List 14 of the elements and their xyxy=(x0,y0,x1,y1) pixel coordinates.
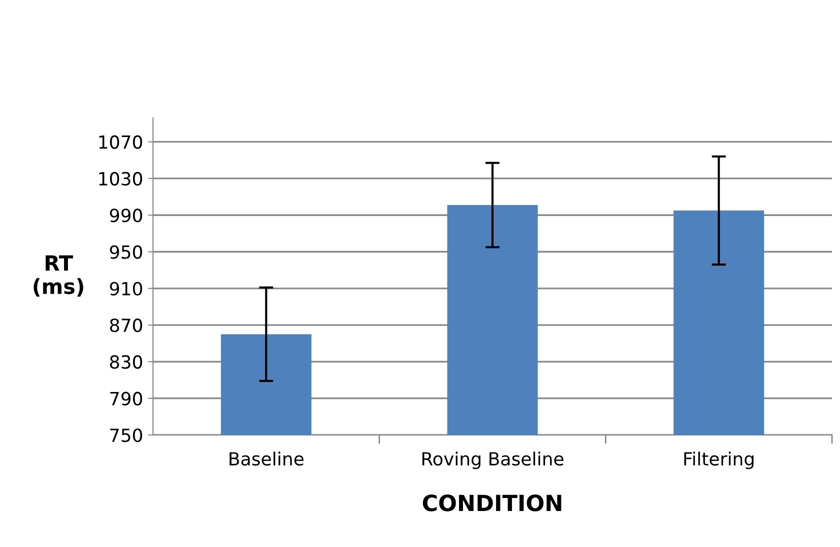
x-tick-label: Roving Baseline xyxy=(422,452,564,470)
x-axis-title: CONDITION xyxy=(422,494,562,512)
y-tick-label: 910 xyxy=(110,282,142,296)
x-tick-label: Baseline xyxy=(230,452,304,466)
y-tick-label: 830 xyxy=(110,355,142,369)
y-tick-label: 1030 xyxy=(99,172,142,186)
y-tick-label: 870 xyxy=(110,318,142,332)
y-tick-label: 1070 xyxy=(99,135,142,149)
x-tick-label: Filtering xyxy=(684,452,754,470)
y-axis-title: RT (ms) xyxy=(34,255,84,297)
y-tick-label: 950 xyxy=(110,245,142,259)
y-tick-label: 750 xyxy=(110,428,142,442)
y-tick-label: 990 xyxy=(110,208,142,222)
y-tick-label: 790 xyxy=(110,392,142,406)
